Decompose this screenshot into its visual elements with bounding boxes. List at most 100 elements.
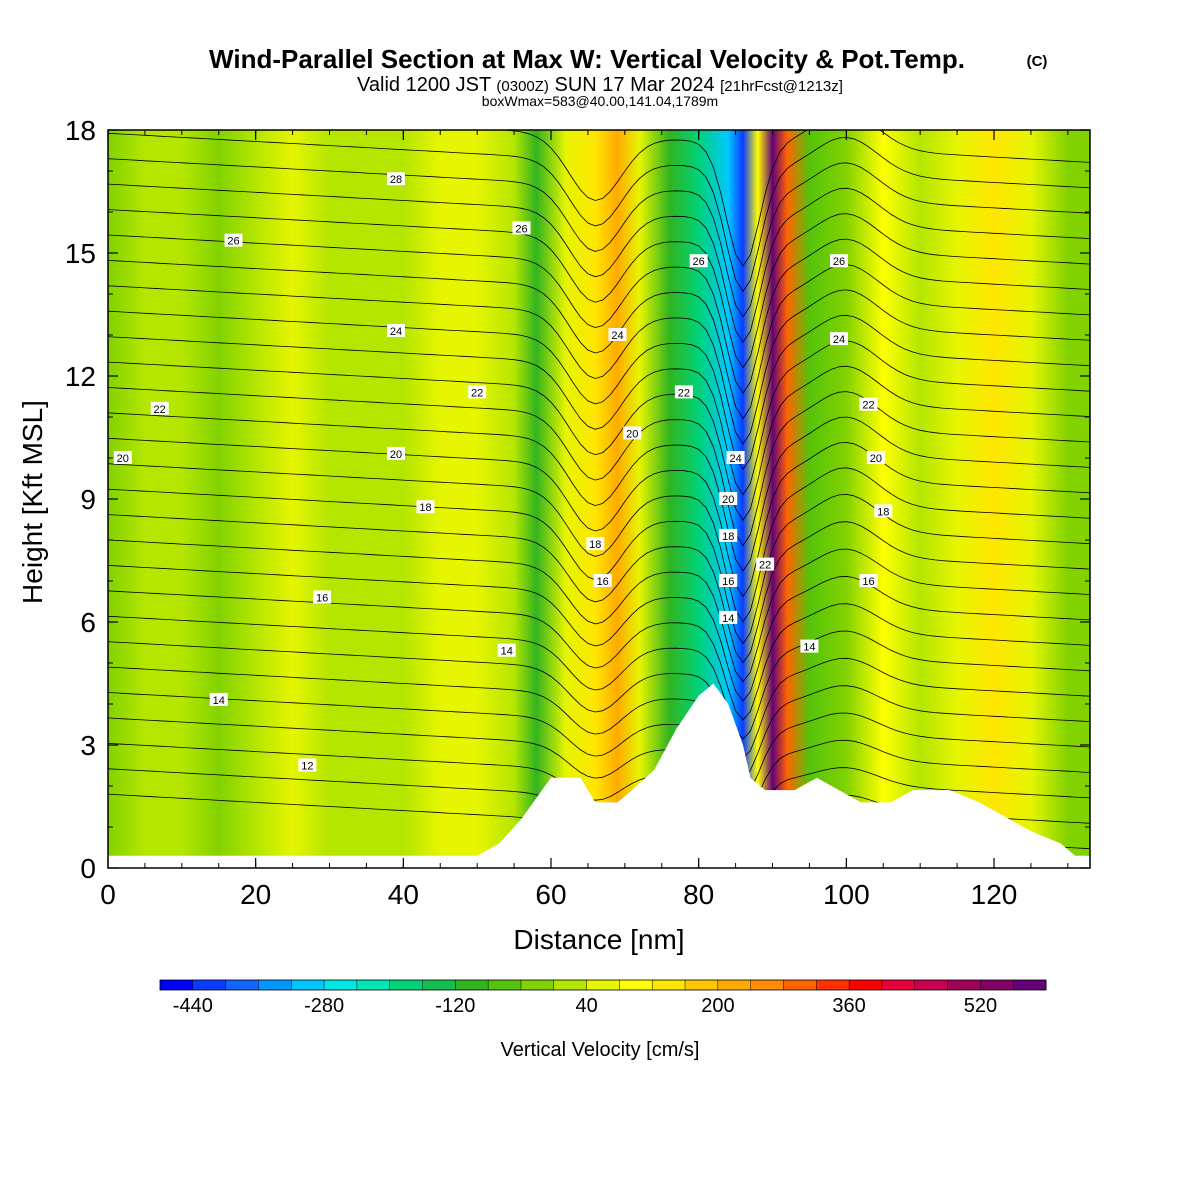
colorbar-swatch: [422, 980, 456, 990]
isentrope-line: [108, 336, 1090, 496]
contour-label-text: 20: [117, 453, 129, 465]
contour-label-text: 16: [862, 576, 874, 588]
isentrope-line: [108, 260, 1090, 420]
isentrope-line: [108, 209, 1090, 369]
x-axis-label: Distance [nm]: [513, 924, 684, 955]
contour-label-text: 14: [803, 642, 815, 654]
isentrope-line: [108, 234, 1090, 394]
colorbar-swatch: [225, 980, 259, 990]
colorbar-swatch: [685, 980, 719, 990]
contour-label: 26: [829, 254, 848, 268]
y-axis: 0 3 6 9 12 15 18: [65, 115, 1090, 884]
colorbar-swatch: [881, 980, 916, 990]
contour-label-text: 24: [611, 330, 623, 342]
colorbar-tick-label: 520: [964, 995, 997, 1017]
x-axis: 0 20 40 60 80 100 120: [100, 130, 1069, 910]
colorbar-tick-label: 40: [575, 995, 597, 1017]
contour-label-text: 20: [870, 453, 882, 465]
contour-label-text: 14: [501, 646, 513, 658]
contour-label: 22: [859, 397, 878, 412]
contour-label: 20: [386, 446, 405, 461]
colorbar-swatch: [455, 980, 489, 990]
contour-label: 16: [593, 574, 612, 588]
y-tick-label: 0: [80, 853, 96, 884]
contour-label: 22: [468, 385, 487, 399]
isentrope-line: [108, 132, 1090, 293]
contour-label-text: 20: [390, 449, 402, 461]
contour-label-text: 26: [693, 256, 705, 268]
isentrope-line: [108, 514, 1090, 664]
y-tick-label: 18: [65, 115, 96, 146]
valid-utc: (0300Z): [496, 78, 549, 95]
contour-label: 22: [674, 385, 693, 399]
contour-label: 24: [726, 451, 745, 465]
contour-label: 20: [719, 492, 738, 506]
contour-label-text: 22: [154, 404, 166, 416]
chart-subtitle: Valid 1200 JST (0300Z) SUN 17 Mar 2024 […: [357, 74, 843, 96]
isentrope-line: [108, 412, 1090, 572]
contour-label: 26: [512, 221, 531, 235]
colorbar-swatch: [356, 980, 391, 990]
colorbar-swatch: [258, 980, 292, 990]
isentrope-line: [108, 310, 1090, 471]
contour-label: 26: [224, 233, 243, 248]
contour-label: 18: [586, 537, 605, 551]
isentrope-line: [108, 437, 1090, 598]
contour-label: 20: [623, 426, 642, 440]
colorbar-swatch: [553, 980, 588, 990]
colorbar-swatch: [586, 980, 620, 990]
isentrope-line: [108, 590, 1090, 721]
contour-label-text: 12: [301, 761, 313, 773]
contour-label-text: 22: [471, 387, 483, 399]
colorbar-tick-label: -120: [435, 995, 475, 1017]
contour-label-text: 24: [390, 326, 402, 338]
x-tick-label: 80: [683, 879, 714, 910]
contour-label-text: 24: [729, 453, 741, 465]
isentrope-line: [108, 565, 1090, 702]
isentrope-line: [108, 717, 1090, 816]
contour-label: 26: [689, 254, 708, 268]
colorbar-swatch: [160, 980, 194, 990]
isentrope-line: [108, 743, 1090, 835]
colorbar-swatch: [980, 980, 1014, 990]
isentrope-line: [108, 692, 1090, 797]
copyright-mark: (C): [1027, 53, 1048, 70]
contour-label-text: 26: [515, 223, 527, 235]
x-tick-label: 120: [971, 879, 1018, 910]
chart-title: Wind-Parallel Section at Max W: Vertical…: [209, 44, 965, 74]
isentrope-line: [108, 615, 1090, 740]
potential-temperature-contours: [108, 130, 1090, 868]
colorbar-frame: [159, 979, 1047, 991]
box-info: boxWmax=583@40.00,141.04,1789m: [482, 93, 718, 109]
colorbar-swatch: [816, 980, 850, 990]
x-tick-label: 60: [535, 879, 566, 910]
colorbar-swatch: [914, 980, 949, 990]
contour-label: 16: [313, 590, 332, 604]
contour-label: 22: [756, 557, 775, 572]
contour-label-text: 22: [759, 560, 771, 572]
contour-label: 20: [113, 451, 132, 465]
colorbar-swatch: [783, 980, 817, 990]
isentrope-line: [108, 361, 1090, 521]
colorbar-tick-label: -440: [173, 995, 213, 1017]
y-tick-label: 12: [65, 361, 96, 392]
contour-label: 24: [608, 328, 627, 342]
colorbar-swatch: [389, 980, 424, 990]
isentrope-line: [108, 285, 1090, 445]
colorbar-swatch: [324, 980, 358, 990]
contour-label-text: 16: [316, 592, 328, 604]
contour-label-text: 14: [722, 613, 734, 625]
terrain-mask: [108, 683, 1090, 868]
vertical-velocity-field: [108, 130, 1090, 868]
contour-label-text: 18: [419, 502, 431, 514]
contour-label-text: 18: [589, 539, 601, 551]
colorbar-swatch: [488, 980, 522, 990]
colorbar-swatch: [947, 980, 981, 990]
contour-labels: 28 26 26 26 26 24 24 24 24 22 22 22 22 22 20 20 20 20 20 18…: [113, 172, 893, 773]
contour-label-text: 14: [213, 695, 225, 707]
contour-label-text: 20: [626, 428, 638, 440]
contour-label: 20: [866, 451, 885, 465]
contour-label: 24: [386, 323, 405, 338]
contour-label: 22: [150, 401, 169, 416]
y-tick-label: 15: [65, 238, 96, 269]
